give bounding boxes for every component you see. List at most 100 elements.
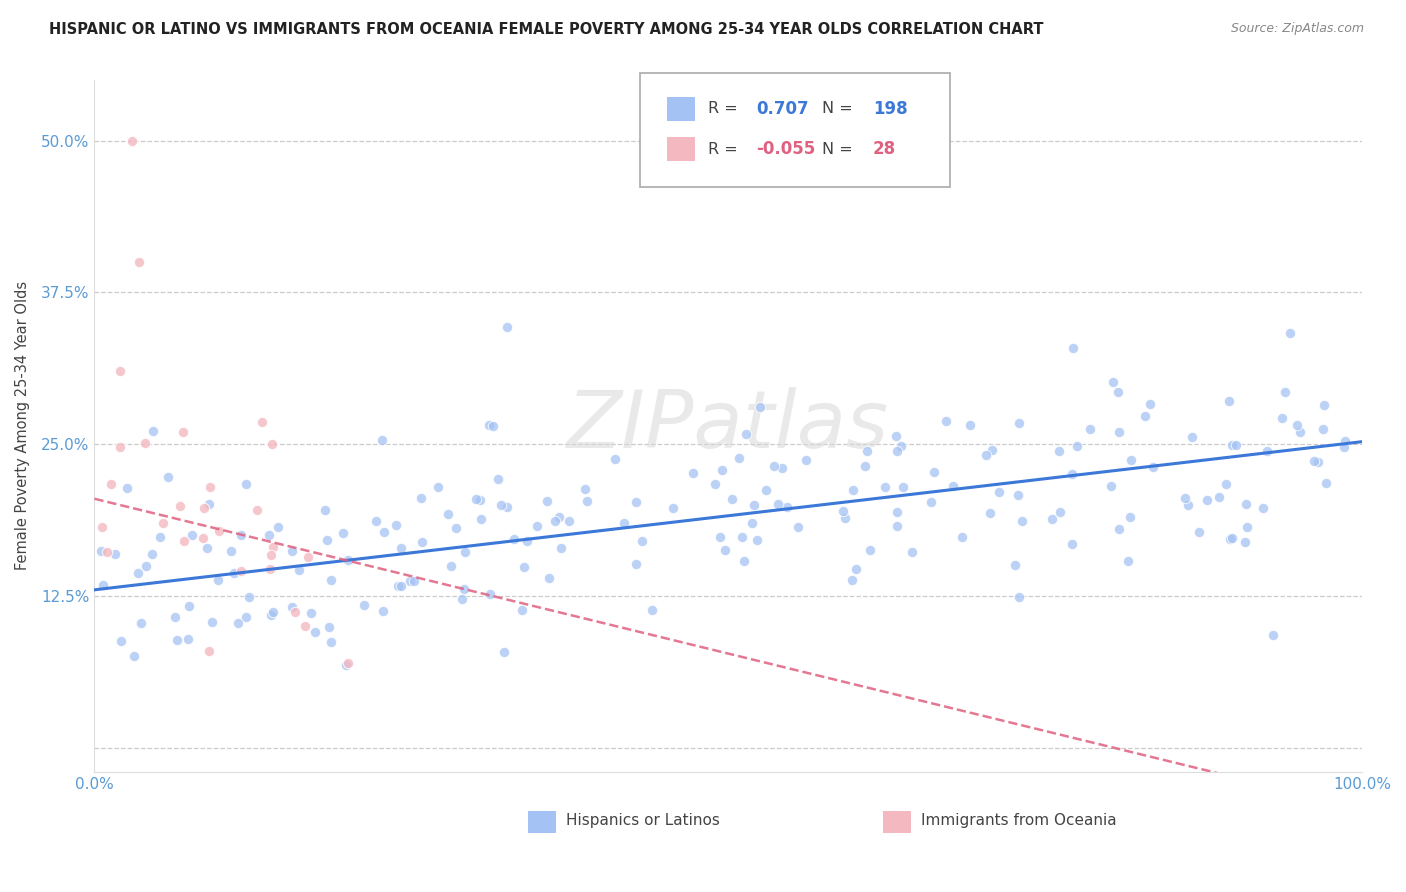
Text: N =: N = [823,102,858,117]
Point [1312,421,1334,435]
Point [1099,479,1122,493]
Point [208,524,231,539]
Point [1334,434,1357,449]
Point [478,587,501,601]
Point [1007,416,1029,430]
Point [1142,459,1164,474]
Point [1040,512,1063,526]
Point [402,574,425,588]
Point [299,606,322,620]
Point [748,401,770,415]
Point [550,541,572,556]
Point [842,483,865,497]
Point [169,499,191,513]
Point [231,564,253,578]
Point [942,478,965,492]
Point [294,619,316,633]
Point [762,459,785,474]
Point [226,616,249,631]
Point [332,525,354,540]
Point [259,562,281,576]
Point [262,606,284,620]
Point [181,528,204,542]
Point [1004,558,1026,572]
Point [603,452,626,467]
Point [314,502,336,516]
Point [235,476,257,491]
Text: Immigrants from Oceania: Immigrants from Oceania [921,813,1116,828]
Point [574,483,596,497]
Point [1102,375,1125,389]
Point [444,521,467,535]
Point [495,320,517,334]
Point [353,598,375,612]
Point [257,527,280,541]
Text: 198: 198 [873,100,907,118]
Point [794,452,817,467]
Point [612,516,634,530]
Point [335,658,357,673]
Y-axis label: Female Poverty Among 25-34 Year Olds: Female Poverty Among 25-34 Year Olds [15,281,30,571]
Point [166,633,188,648]
Point [91,519,114,533]
Point [1008,590,1031,604]
Point [373,604,395,618]
Point [1188,525,1211,540]
Point [631,533,654,548]
Point [336,656,359,670]
Point [127,566,149,580]
Point [728,451,751,466]
Point [284,605,307,619]
Point [128,255,150,269]
Point [453,582,475,597]
Point [124,648,146,663]
Point [745,533,768,548]
Point [495,500,517,514]
Point [389,541,412,555]
Point [142,424,165,438]
Point [886,444,908,458]
Point [526,519,548,533]
Point [1181,430,1204,444]
Point [1271,411,1294,425]
Point [373,524,395,539]
Point [134,436,156,450]
Point [411,535,433,549]
Point [201,615,224,629]
Text: 28: 28 [873,140,896,158]
Point [1174,491,1197,505]
Point [890,439,912,453]
Point [172,425,194,439]
Point [1261,628,1284,642]
Point [731,530,754,544]
Point [260,608,283,623]
Point [1177,498,1199,512]
Text: R =: R = [709,102,742,117]
Point [1234,497,1257,511]
FancyBboxPatch shape [668,137,696,161]
Point [845,562,868,576]
Point [494,645,516,659]
Point [1236,520,1258,534]
Point [231,528,253,542]
Point [149,530,172,544]
Point [297,549,319,564]
Point [1286,417,1309,432]
Point [776,500,799,514]
Point [922,465,945,479]
Point [513,559,536,574]
Point [281,543,304,558]
Point [544,514,567,528]
Point [1220,531,1243,545]
Point [470,512,492,526]
Point [886,519,908,533]
Point [733,554,755,568]
Point [979,506,1001,520]
Point [853,459,876,474]
Point [1133,409,1156,423]
Point [1011,514,1033,528]
Point [336,553,359,567]
Point [713,543,735,558]
Point [482,418,505,433]
Point [709,530,731,544]
